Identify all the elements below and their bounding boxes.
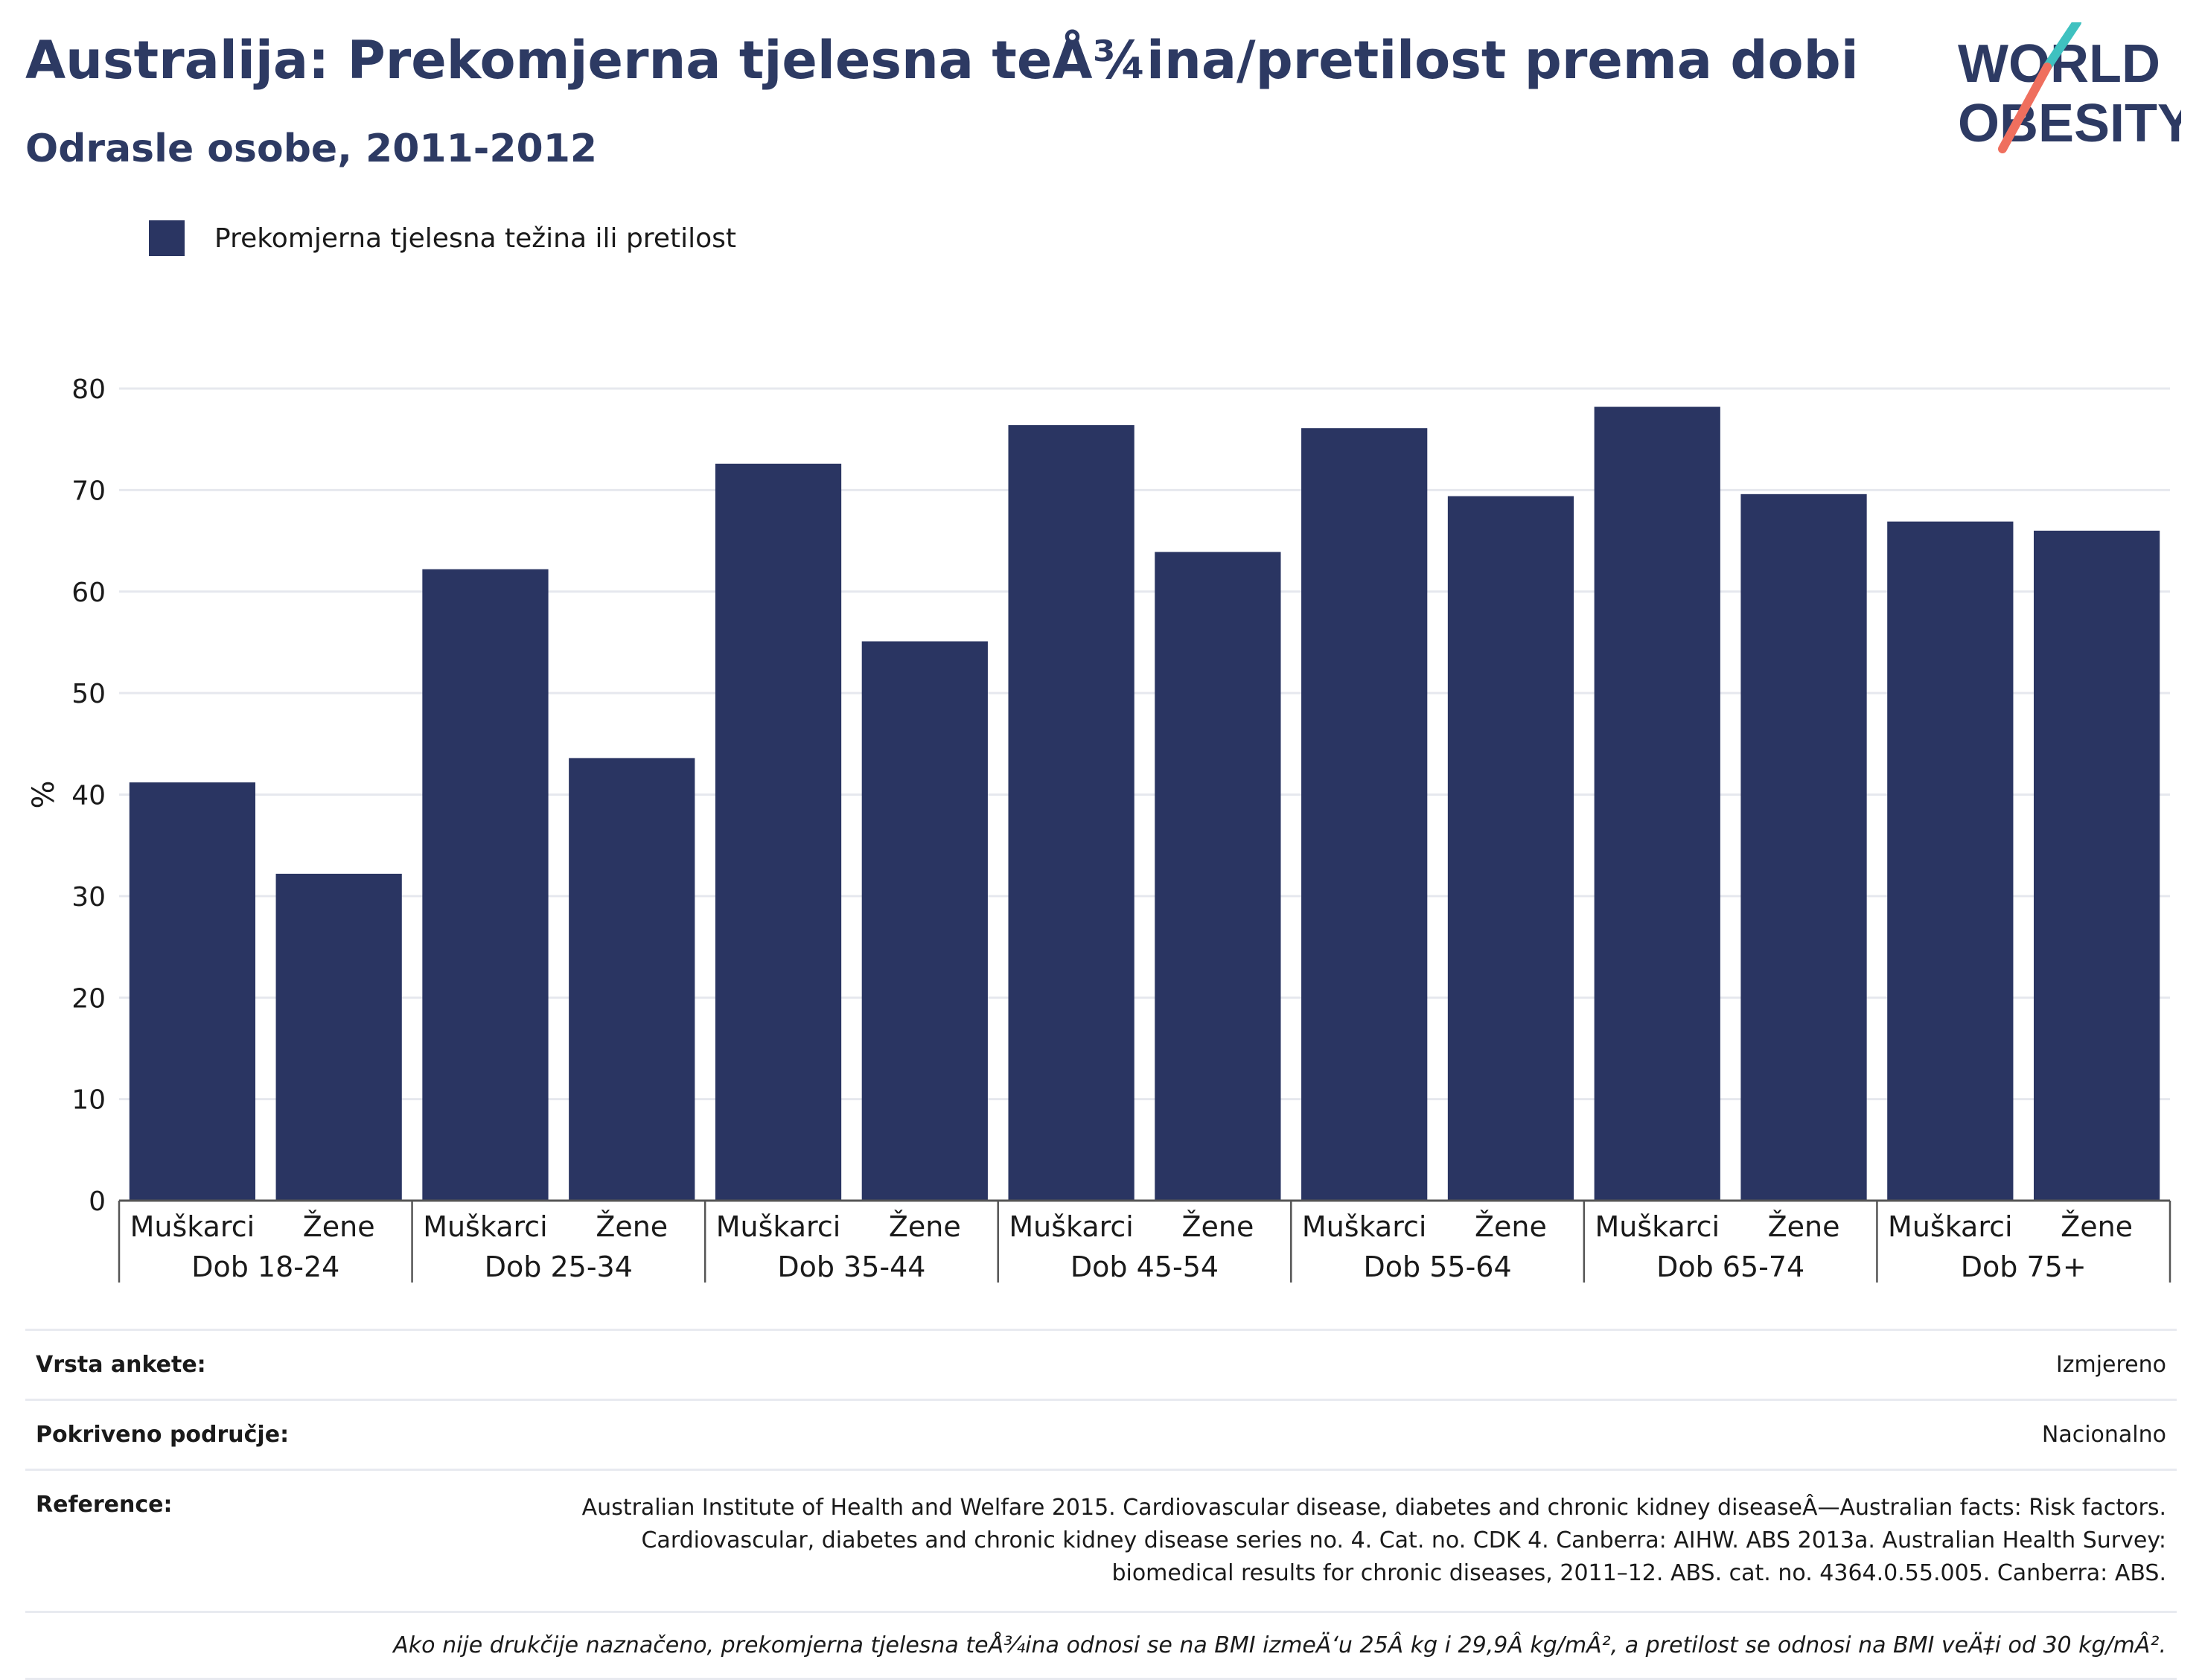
survey-row: Vrsta ankete: Izmjereno	[25, 1329, 2177, 1399]
coverage-row: Pokriveno područje: Nacionalno	[25, 1399, 2177, 1469]
bar	[1594, 406, 1720, 1201]
bar	[569, 758, 695, 1201]
x-sub-label: Muškarci	[423, 1210, 548, 1243]
x-group-label: Dob 55-64	[1364, 1251, 1512, 1283]
reference-row: Reference: Australian Institute of Healt…	[25, 1469, 2177, 1611]
x-group-label: Dob 45-54	[1070, 1251, 1219, 1283]
y-tick-label: 60	[71, 578, 106, 608]
x-group-label: Dob 65-74	[1656, 1251, 1804, 1283]
x-sub-label: Žene	[596, 1210, 668, 1243]
survey-value: Izmjereno	[2055, 1352, 2166, 1378]
x-sub-label: Muškarci	[1595, 1210, 1720, 1243]
bar	[1301, 428, 1428, 1201]
logo-teal-stroke	[2043, 22, 2081, 71]
bar	[1740, 494, 1867, 1201]
reference-value: Australian Institute of Health and Welfa…	[581, 1495, 2166, 1586]
x-sub-label: Muškarci	[1009, 1210, 1134, 1243]
bar	[1447, 496, 1574, 1201]
x-sub-label: Žene	[1768, 1210, 1840, 1243]
logo-line2: OBESITY	[1958, 94, 2181, 153]
y-tick-label: 10	[71, 1085, 106, 1116]
bar	[1155, 552, 1281, 1201]
x-sub-label: Žene	[303, 1210, 375, 1243]
legend-label: Prekomjerna tjelesna težina ili pretilos…	[214, 223, 736, 254]
chart-title: Australija: Prekomjerna tjelesna teÅ¾ina…	[25, 30, 1859, 91]
coverage-value: Nacionalno	[2041, 1422, 2166, 1448]
y-tick-label: 0	[89, 1186, 106, 1217]
coverage-label: Pokriveno područje:	[36, 1422, 290, 1448]
x-sub-label: Žene	[2061, 1210, 2133, 1243]
bar	[715, 463, 842, 1201]
y-tick-label: 20	[71, 983, 106, 1014]
x-sub-label: Muškarci	[1302, 1210, 1427, 1243]
x-sub-label: Muškarci	[130, 1210, 255, 1243]
y-tick-label: 50	[71, 679, 106, 709]
x-group-label: Dob 75+	[1961, 1251, 2087, 1283]
x-sub-label: Žene	[1475, 1210, 1547, 1243]
bar	[275, 873, 402, 1201]
chart-subtitle: Odrasle osobe, 2011-2012	[25, 127, 598, 171]
bar	[861, 641, 988, 1201]
logo-coral-stroke	[1998, 63, 2052, 153]
y-tick-label: 70	[71, 476, 106, 506]
bar	[2033, 530, 2160, 1201]
info-table: Vrsta ankete: Izmjereno Pokriveno područ…	[25, 1329, 2177, 1680]
bar	[129, 782, 256, 1201]
chart-legend: Prekomjerna tjelesna težina ili pretilos…	[149, 220, 736, 256]
survey-label: Vrsta ankete:	[36, 1352, 206, 1378]
world-obesity-logo: WORLD OBESITY	[1958, 22, 2181, 153]
y-tick-label: 80	[71, 374, 106, 405]
footnote: Ako nije drukčije naznačeno, prekomjerna…	[25, 1611, 2177, 1680]
legend-swatch	[149, 220, 185, 256]
x-group-label: Dob 18-24	[191, 1251, 339, 1283]
x-group-label: Dob 25-34	[485, 1251, 633, 1283]
bar	[1887, 521, 2014, 1201]
x-sub-label: Muškarci	[716, 1210, 841, 1243]
y-axis-label: %	[27, 780, 61, 808]
y-tick-label: 30	[71, 882, 106, 913]
bar	[1008, 425, 1134, 1201]
y-tick-label: 40	[71, 781, 106, 811]
bar	[422, 569, 549, 1201]
x-group-label: Dob 35-44	[777, 1251, 925, 1283]
reference-label: Reference:	[36, 1492, 173, 1518]
x-sub-label: Žene	[889, 1210, 961, 1243]
bar-chart: 0 10 20 30 40 50 60 70 80% Muškarci Žene Dob 18-24 M…	[27, 374, 2171, 1283]
x-sub-label: Žene	[1181, 1210, 1254, 1243]
x-sub-label: Muškarci	[1888, 1210, 2013, 1243]
